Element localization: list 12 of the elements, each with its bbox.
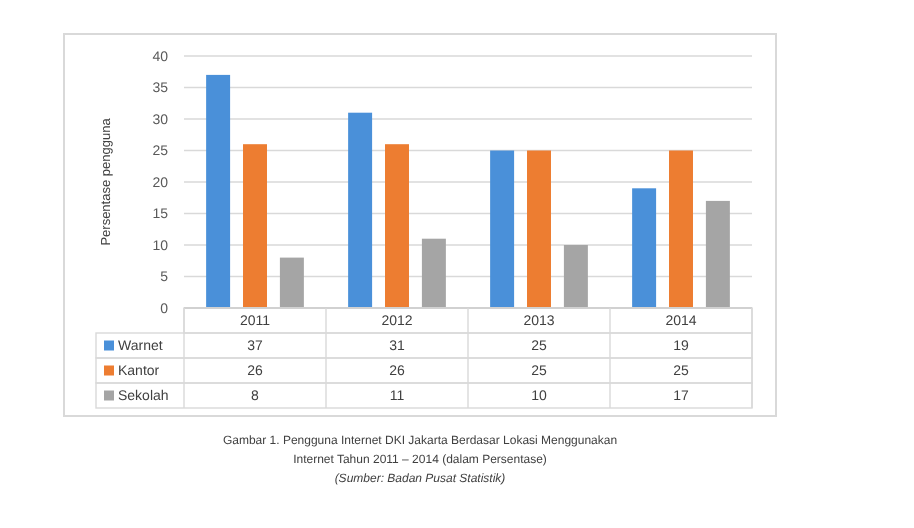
bar (385, 144, 409, 308)
bar (421, 238, 446, 308)
bar (563, 245, 588, 308)
bar (243, 144, 267, 308)
bar (279, 257, 304, 308)
bar (669, 150, 693, 308)
bar (348, 112, 373, 308)
bar (705, 200, 730, 308)
bar (527, 150, 551, 308)
bar (490, 150, 515, 308)
bar (632, 188, 657, 308)
bar (206, 74, 231, 308)
